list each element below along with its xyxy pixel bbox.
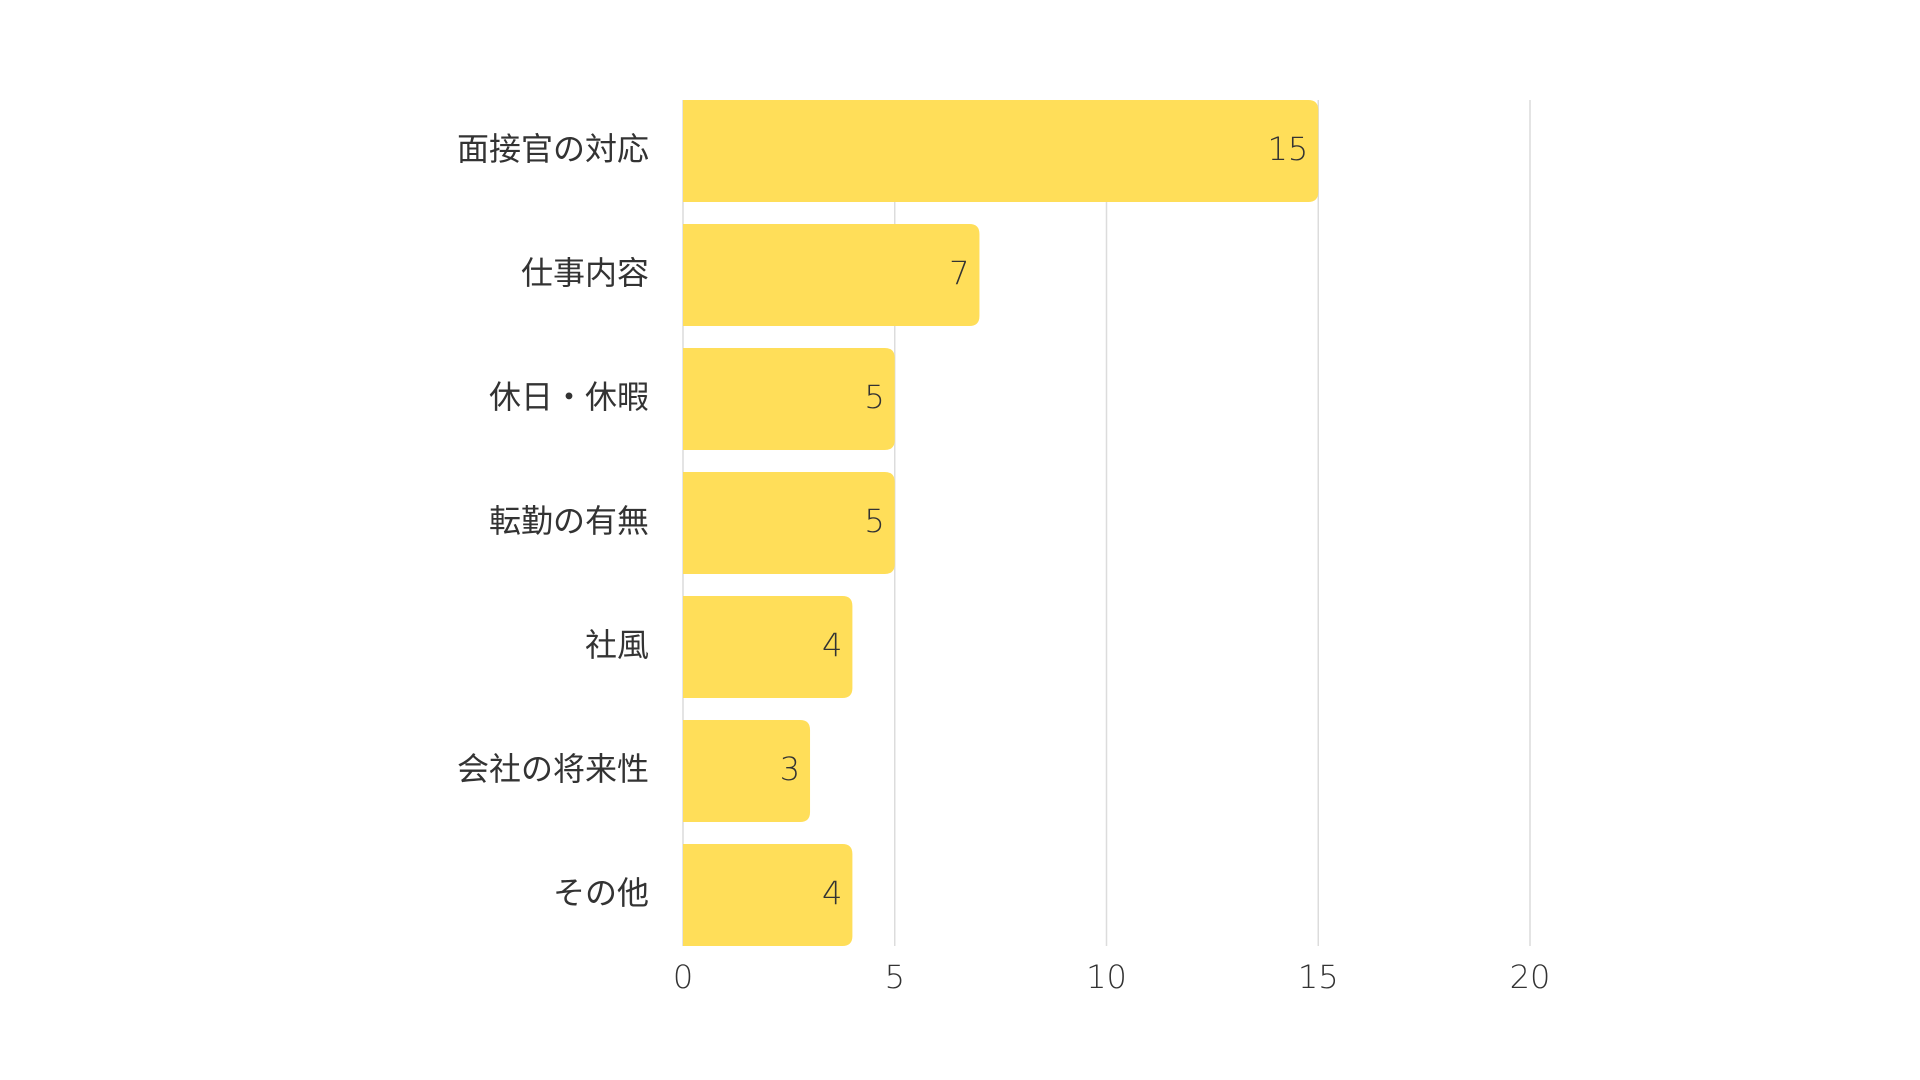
bar: [683, 720, 811, 822]
value-label: 15: [1268, 130, 1309, 168]
y-tick-label: 面接官の対応: [457, 130, 649, 168]
x-tick-label: 0: [673, 958, 693, 996]
bar: [683, 596, 853, 698]
y-tick-label: 会社の将来性: [457, 750, 649, 788]
y-tick-label: 休日・休暇: [489, 378, 649, 416]
x-tick-label: 10: [1086, 958, 1127, 996]
value-label: 5: [864, 502, 884, 540]
value-label: 3: [780, 750, 800, 788]
y-tick-label: 転勤の有無: [489, 502, 649, 540]
value-label: 5: [864, 378, 884, 416]
y-tick-label: その他: [553, 874, 649, 912]
value-label: 7: [949, 254, 969, 292]
value-label: 4: [822, 626, 842, 664]
bar: [683, 472, 895, 574]
bar: [683, 100, 1319, 202]
bar: [683, 844, 853, 946]
x-tick-label: 5: [885, 958, 905, 996]
x-tick-label: 15: [1298, 958, 1339, 996]
bar: [683, 348, 895, 450]
x-tick-label: 20: [1510, 958, 1551, 996]
y-tick-label: 社風: [585, 626, 649, 664]
value-label: 4: [822, 874, 842, 912]
bar: [683, 224, 980, 326]
y-tick-label: 仕事内容: [521, 254, 649, 292]
